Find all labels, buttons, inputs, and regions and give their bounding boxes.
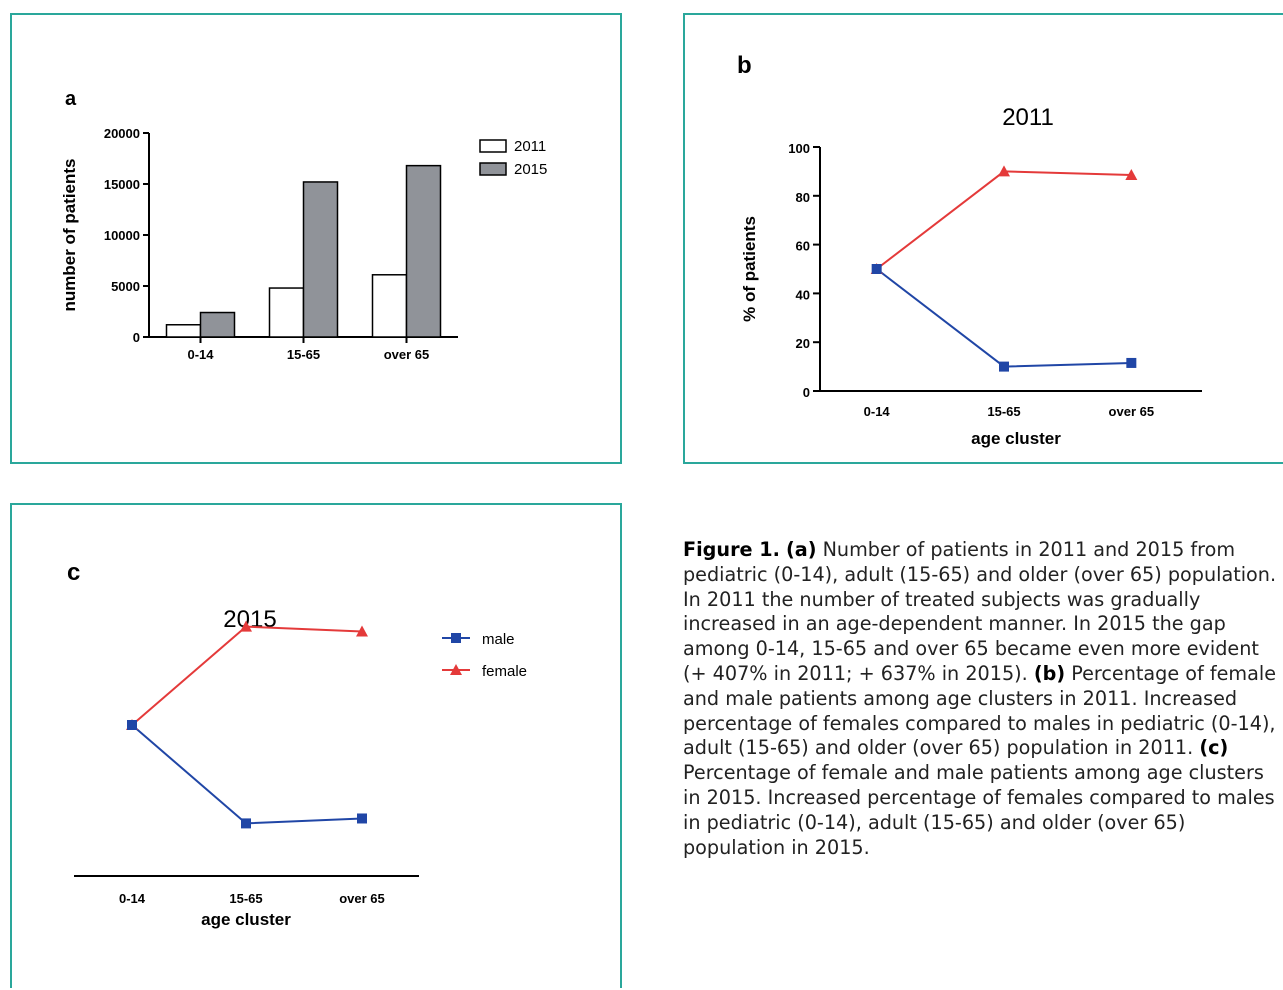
legend-marker-female [450, 664, 462, 675]
panel-c: c 2015 0-14 15-65 over 65 age cluster male fem… [10, 503, 622, 988]
caption-c-text: Percentage of female and male patients a… [683, 761, 1275, 859]
x-tick-label: over 65 [339, 891, 385, 906]
x-axis-title: age cluster [201, 910, 291, 929]
panel-b: b 2011 0 20 40 60 80 100 0-14 15-65 over 65 age cl… [683, 13, 1283, 464]
panel-letter-a: a [65, 88, 77, 110]
legend-swatch-2011 [479, 139, 507, 153]
y-tick-label: 0 [803, 385, 810, 400]
bar-2015-over 65 [405, 164, 442, 338]
legend-marker-male [451, 633, 461, 643]
legend-label-2015: 2015 [514, 161, 547, 178]
x-tick-label: 0-14 [187, 347, 214, 362]
y-tick-label: 20000 [104, 126, 140, 141]
bar-2011-over 65 [371, 274, 408, 338]
bar-2011-15-65 [268, 287, 305, 338]
legend-label-2011: 2011 [514, 138, 546, 155]
x-tick-label: 15-65 [287, 347, 320, 362]
point-female-15-65 [998, 165, 1010, 177]
x-tick-label: over 65 [1109, 404, 1155, 419]
point-female-over 65 [1125, 169, 1138, 181]
figure-caption: Figure 1. (a) Number of patients in 2011… [683, 538, 1283, 860]
series-line-female [131, 625, 363, 726]
x-tick-label: 0-14 [864, 404, 891, 419]
y-axis-title: % of patients [740, 216, 759, 322]
caption-b-text: Percentage of female and male patients a… [683, 661, 1276, 760]
bar-2015-0-14 [199, 311, 236, 338]
legend-label-male: male [482, 631, 515, 648]
y-tick-label: 20 [796, 336, 810, 351]
y-tick-label: 60 [796, 239, 810, 254]
y-tick-label: 5000 [111, 279, 140, 294]
legend-label-female: female [482, 663, 527, 680]
series-line-male [131, 724, 363, 825]
point-male-0-14 [127, 720, 137, 730]
bar-2015-15-65 [302, 181, 339, 338]
x-tick-label: 0-14 [119, 891, 146, 906]
panel-letter-c: c [67, 559, 80, 586]
point-female-over 65 [356, 625, 368, 637]
y-axis-title: number of patients [60, 158, 79, 311]
y-tick-label: 100 [788, 141, 810, 156]
line-chart-b: b 2011 0 20 40 60 80 100 0-14 15-65 over 65 age cl… [737, 52, 1202, 448]
y-tick-label: 40 [796, 287, 810, 302]
y-tick-label: 15000 [104, 177, 140, 192]
bar-chart-a: a 0 5000 10000 15000 20000 0-14 15-65 over 65 nu… [60, 88, 547, 362]
x-axis-title: age cluster [971, 429, 1061, 448]
point-male-15-65 [241, 818, 251, 829]
y-tick-label: 0 [133, 330, 140, 345]
caption-a-text: Number of patients in 2011 and 2015 from… [683, 538, 1277, 685]
point-male-over 65 [1126, 357, 1137, 368]
chart-title: 2011 [1002, 104, 1054, 131]
point-male-over 65 [357, 813, 367, 824]
caption-figure-label: Figure 1. [683, 538, 780, 561]
y-tick-label: 10000 [104, 228, 140, 243]
panel-a: a 0 5000 10000 15000 20000 0-14 15-65 over 65 nu… [10, 13, 622, 464]
bar-2011-0-14 [165, 324, 202, 338]
x-tick-label: over 65 [384, 347, 430, 362]
y-tick-label: 80 [796, 190, 810, 205]
series-line-male [876, 268, 1132, 368]
caption-c-label: (c) [1199, 736, 1229, 760]
caption-a-label: (a) [785, 538, 817, 561]
x-tick-label: 15-65 [229, 891, 262, 906]
x-tick-label: 15-65 [987, 404, 1020, 419]
point-female-15-65 [240, 620, 252, 632]
series-line-female [876, 170, 1132, 270]
legend-swatch-2015 [479, 162, 507, 176]
panel-letter-b: b [737, 52, 752, 79]
point-male-15-65 [999, 361, 1009, 372]
point-male-0-14 [871, 264, 882, 274]
caption-b-label: (b) [1033, 661, 1066, 685]
